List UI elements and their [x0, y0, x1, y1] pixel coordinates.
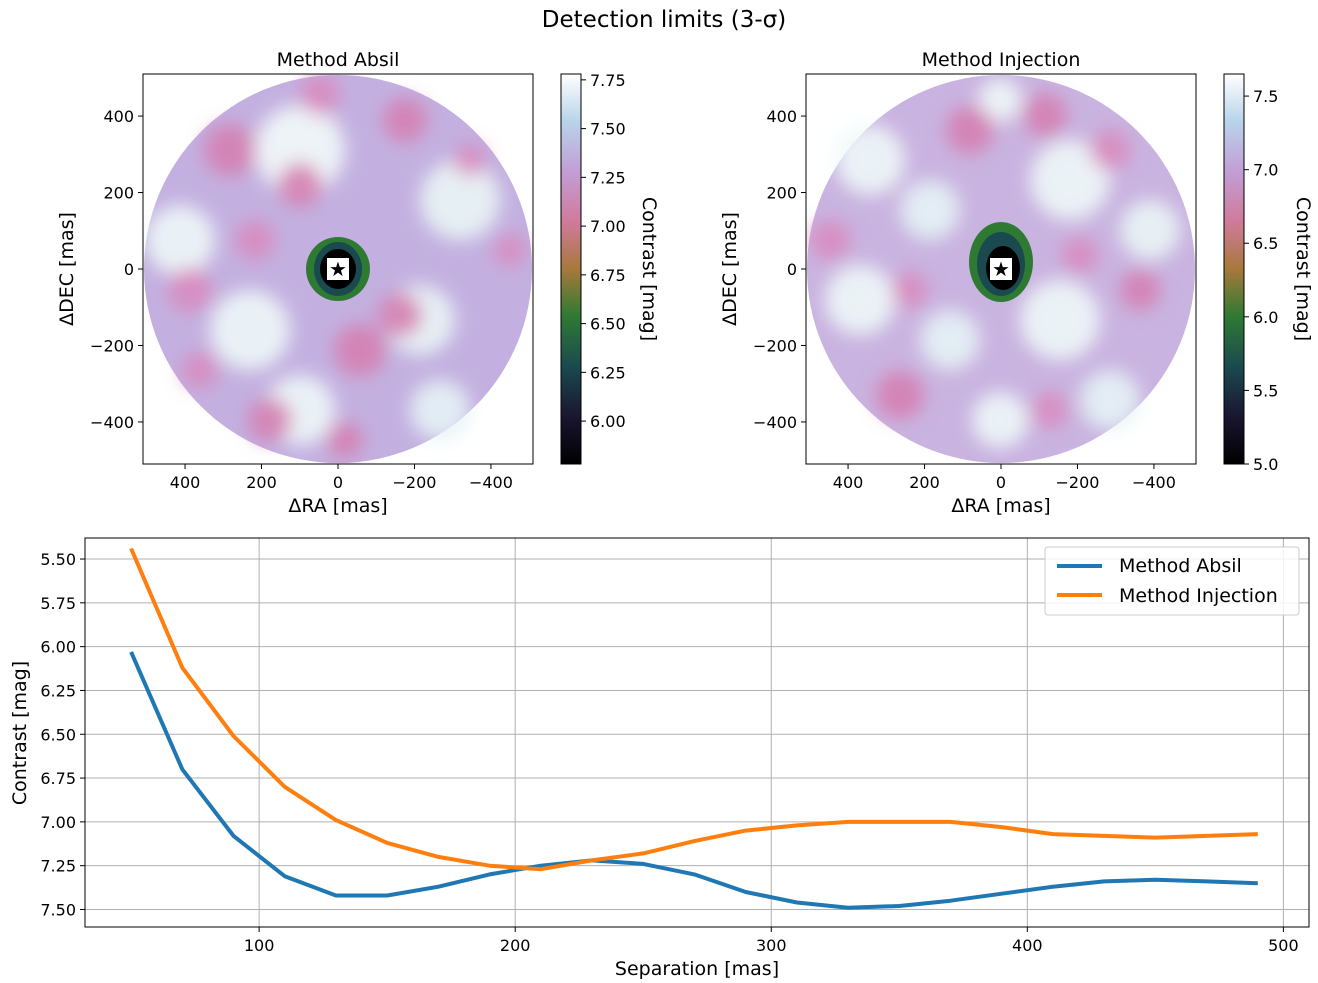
line-chart-series [129, 547, 1258, 910]
y-tick-label: 6.00 [40, 638, 76, 657]
y-axis-label-absil: ΔDEC [mas] [56, 212, 78, 326]
y-tick-label-absil: −400 [90, 413, 134, 432]
y-axis-absil: 400 200 0 −200 −400 [90, 107, 143, 432]
legend-label-absil: Method Absil [1119, 555, 1242, 577]
y-tick-label: 7.00 [40, 813, 76, 832]
x-tick-label: 100 [244, 936, 275, 955]
panel-title-injection: Method Injection [922, 49, 1081, 71]
x-tick-label: 400 [1012, 936, 1043, 955]
x-tick-label-injection: 0 [996, 473, 1006, 492]
colorbar-tick-label-absil: 6.00 [590, 412, 626, 431]
colorbar-tick-label-absil: 6.50 [590, 315, 626, 334]
y-tick-label-absil: 0 [124, 260, 134, 279]
colorbar-tick-label-injection: 5.0 [1253, 455, 1278, 474]
y-tick-label-injection: −400 [753, 413, 797, 432]
x-tick-label-injection: −400 [1132, 473, 1176, 492]
colorbar-tick-label-injection: 7.5 [1253, 87, 1278, 106]
x-axis-absil: 400 200 0 −200 −400 [170, 464, 513, 492]
figure-title: Detection limits (3-σ) [542, 7, 786, 33]
x-tick-label-absil: 0 [333, 473, 343, 492]
colorbar-tick-label-absil: 7.00 [590, 217, 626, 236]
y-tick-label-absil: 200 [103, 184, 134, 203]
colorbar-tick-label-absil: 7.50 [590, 120, 626, 139]
x-axis-injection: 400 200 0 −200 −400 [833, 464, 1176, 492]
x-tick-label-absil: −400 [469, 473, 513, 492]
y-axis-label-line-chart: Contrast [mag] [9, 661, 31, 805]
x-tick-label-absil: 200 [246, 473, 277, 492]
heatmap-panel-absil: Method Absil [56, 49, 660, 517]
colorbar-tick-label-injection: 7.0 [1253, 161, 1278, 180]
x-axis-label-injection: ΔRA [mas] [951, 495, 1050, 517]
colorbar-tick-label-absil: 7.25 [590, 168, 626, 187]
panel-title-absil: Method Absil [277, 49, 400, 71]
y-tick-label: 6.25 [40, 681, 76, 700]
x-axis-label-line-chart: Separation [mas] [615, 958, 779, 980]
line-chart-panel: 100 200 300 400 500 5.50 5.75 6.00 6.25 6.50 6.75… [9, 537, 1310, 980]
x-tick-label-absil: 400 [170, 473, 201, 492]
colorbar-label-injection: Contrast [mag] [1292, 197, 1314, 341]
y-tick-label-injection: 400 [766, 107, 797, 126]
y-tick-label: 6.75 [40, 769, 76, 788]
y-tick-label: 7.50 [40, 900, 76, 919]
y-tick-label-absil: −200 [90, 336, 134, 355]
y-tick-label: 6.50 [40, 725, 76, 744]
colorbar-tick-label-injection: 6.0 [1253, 308, 1278, 327]
colorbar-tick-label-absil: 7.75 [590, 71, 626, 90]
legend-label-injection: Method Injection [1119, 585, 1278, 607]
colorbar-absil [560, 73, 582, 465]
legend-box [1044, 546, 1300, 616]
y-tick-label-injection: 0 [787, 260, 797, 279]
y-tick-label: 7.25 [40, 857, 76, 876]
star-marker-absil: ★ [329, 257, 347, 281]
heatmap-image-absil [144, 75, 532, 463]
y-axis-label-injection: ΔDEC [mas] [719, 212, 741, 326]
x-tick-label-injection: 200 [909, 473, 940, 492]
y-axis-line-chart: 5.50 5.75 6.00 6.25 6.50 6.75 7.00 7.25 7.50 [40, 550, 85, 919]
y-tick-label-injection: −200 [753, 336, 797, 355]
x-tick-label-injection: −200 [1055, 473, 1099, 492]
y-tick-label-injection: 200 [766, 184, 797, 203]
colorbar-ticks-absil: 6.00 6.25 6.50 6.75 7.00 7.25 7.50 7.75 [581, 71, 626, 431]
colorbar-tick-label-absil: 6.25 [590, 363, 626, 382]
y-tick-label: 5.75 [40, 594, 76, 613]
x-tick-label: 300 [756, 936, 787, 955]
star-marker-injection: ★ [992, 257, 1010, 281]
legend: Method Absil Method Injection [1044, 546, 1300, 616]
colorbar-tick-label-injection: 6.5 [1253, 234, 1278, 253]
y-tick-label: 5.50 [40, 550, 76, 569]
x-tick-label: 200 [500, 936, 531, 955]
colorbar-tick-label-injection: 5.5 [1253, 381, 1278, 400]
series-line-injection [129, 547, 1258, 872]
x-tick-label-absil: −200 [392, 473, 436, 492]
x-axis-label-absil: ΔRA [mas] [288, 495, 387, 517]
colorbar-ticks-injection: 5.0 5.5 6.0 6.5 7.0 7.5 [1244, 87, 1278, 474]
colorbar-injection [1223, 73, 1245, 465]
colorbar-label-absil: Contrast [mag] [638, 197, 660, 341]
plot-frame-line-chart [84, 537, 1310, 928]
heatmap-image-injection [807, 75, 1195, 463]
colorbar-tick-label-absil: 6.75 [590, 266, 626, 285]
x-axis-line-chart: 100 200 300 400 500 [244, 927, 1299, 955]
heatmap-panel-injection: Method Injection [719, 49, 1314, 517]
series-line-absil [129, 651, 1258, 910]
y-tick-label-absil: 400 [103, 107, 134, 126]
x-tick-label-injection: 400 [833, 473, 864, 492]
x-tick-label: 500 [1268, 936, 1299, 955]
y-axis-injection: 400 200 0 −200 −400 [753, 107, 806, 432]
